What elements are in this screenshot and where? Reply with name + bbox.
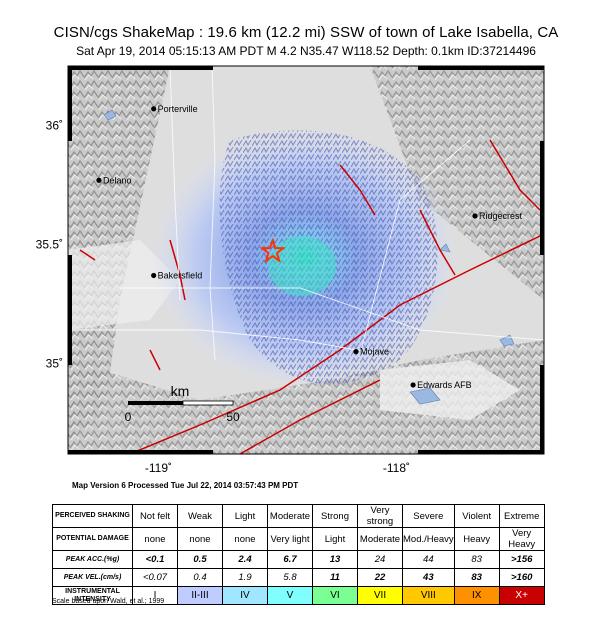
city-label: Bakersfield [158,270,203,280]
scale-reference-note: Scale based upon Wald, et al.; 1999 [52,598,165,605]
city-marker [472,213,478,219]
city-label: Porterville [158,104,198,114]
map-border-ticks [68,66,544,454]
legend-vel-cell: 5.8 [267,568,313,587]
legend-shaking-cell: Strong [312,504,358,528]
legend-acc-cell: 0.5 [177,550,223,569]
map-version-note: Map Version 6 Processed Tue Jul 22, 2014… [72,481,299,490]
scale-bar: km 0 50 [125,383,240,424]
legend-vel-cell: 1.9 [222,568,268,587]
map-background [68,66,544,454]
legend-row-label-shaking: PERCEIVED SHAKING [52,504,133,528]
city-marker [96,177,102,183]
legend-vel-cell: 83 [453,568,500,587]
legend-acc-cell: 2.4 [222,550,268,569]
legend-acc-cell: 44 [402,550,455,569]
latitude-label: 35.5˚ [36,238,63,252]
epicenter-star-icon [259,237,286,263]
city-label: Edwards AFB [417,380,472,390]
legend-shaking-cell: Weak [177,504,223,528]
legend-intensity-cell: IV [222,586,268,605]
scale-bar-title: km [171,383,190,399]
city-marker [353,349,359,355]
legend-damage-cell: Moderate [357,527,403,551]
legend-shaking-cell: Not felt [132,504,178,528]
legend-intensity-cell: I [132,586,178,605]
city-marker [410,382,416,388]
roads [68,66,544,361]
legend-shaking-cell: Very strong [357,504,403,528]
city-marker [151,106,157,112]
city-label: Delano [103,175,132,185]
legend-vel-cell: 22 [357,568,403,587]
legend-shaking-cell: Extreme [498,504,545,528]
fault-lines [79,139,544,454]
legend-acc-cell: 83 [453,550,500,569]
legend-acc-cell: 24 [357,550,403,569]
longitude-label: -118˚ [383,461,410,475]
scale-bar-start: 0 [125,410,132,424]
legend-damage-cell: none [177,527,223,551]
legend-intensity-cell: IX [453,586,500,605]
legend-shaking-cell: Severe [402,504,455,528]
legend-damage-cell: Heavy [453,527,500,551]
legend-acc-cell: 6.7 [267,550,313,569]
shakemap: 36˚ 35.5˚ 35˚ -119˚ -118˚ Porterville Delano… [36,65,545,475]
legend-shaking-cell: Violent [453,504,500,528]
legend-intensity-cell: X+ [498,586,545,605]
legend-acc-cell: <0.1 [132,550,178,569]
legend-shaking-cell: Moderate [267,504,313,528]
legend-intensity-cell: VI [312,586,358,605]
legend-intensity-cell: II-III [177,586,223,605]
legend-intensity-cell: V [267,586,313,605]
legend-row-label-acc: PEAK ACC.(%g) [52,550,133,569]
legend-vel-cell: 43 [402,568,455,587]
legend-row-label-damage: POTENTIAL DAMAGE [52,527,133,551]
legend-shaking-cell: Light [222,504,268,528]
longitude-label: -119˚ [145,461,172,475]
legend-damage-cell: Mod./Heavy [402,527,455,551]
scale-bar-end: 50 [226,410,240,424]
legend-damage-cell: Very light [267,527,313,551]
legend-vel-cell: <0.07 [132,568,178,587]
latitude-label: 36˚ [46,119,63,133]
legend-damage-cell: Light [312,527,358,551]
legend-acc-cell: 13 [312,550,358,569]
latitude-label: 35˚ [46,357,63,371]
legend-damage-cell: none [222,527,268,551]
legend-acc-cell: >156 [498,550,545,569]
legend-intensity-cell: VIII [402,586,455,605]
legend-intensity-cell: VII [357,586,403,605]
city-label: Ridgecrest [479,211,523,221]
legend-row-label-vel: PEAK VEL.(cm/s) [52,568,133,587]
legend-damage-cell: Very Heavy [498,527,545,551]
legend-vel-cell: 0.4 [177,568,223,587]
city-label: Mojave [360,347,389,357]
map-title: CISN/cgs ShakeMap : 19.6 km (12.2 mi) SS… [53,24,559,41]
legend-damage-cell: none [132,527,178,551]
city-marker [151,272,157,279]
event-details: Sat Apr 19, 2014 05:15:13 AM PDT M 4.2 N… [76,44,536,58]
legend-vel-cell: >160 [498,568,545,587]
legend-vel-cell: 11 [312,568,358,587]
intensity-legend: PERCEIVED SHAKING Not felt Weak Light Modera… [52,504,545,605]
